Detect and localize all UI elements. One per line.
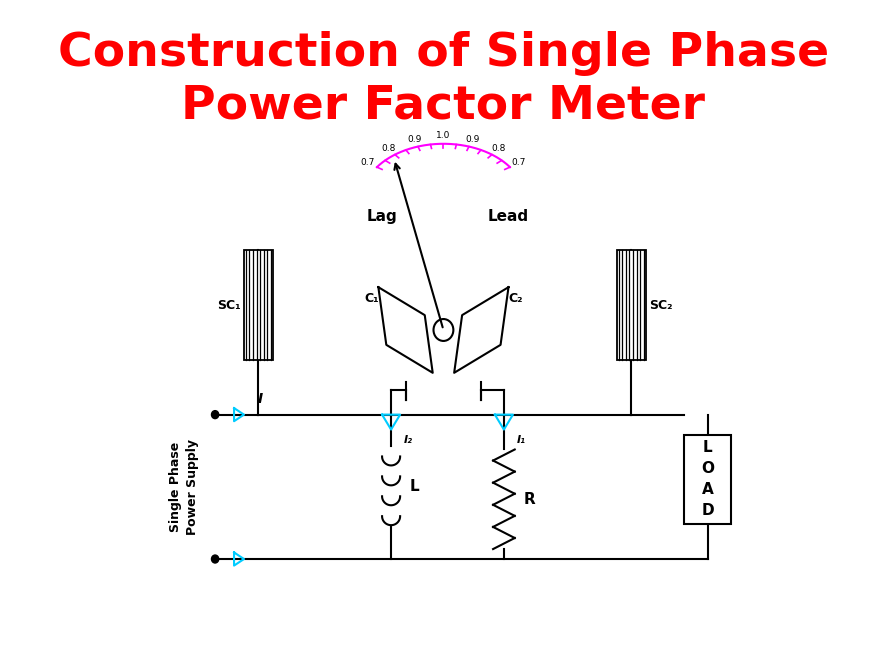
Text: L: L [408,479,418,494]
Circle shape [211,411,219,419]
Bar [616,250,645,360]
Text: Single Phase
Power Supply: Single Phase Power Supply [168,439,198,535]
Text: 1.0: 1.0 [436,131,450,141]
Text: I₁: I₁ [516,434,525,445]
Text: Lead: Lead [487,209,528,224]
Text: I: I [257,392,262,405]
Circle shape [433,319,453,341]
Text: SC₁: SC₁ [216,298,240,311]
Circle shape [211,555,219,563]
Text: 0.9: 0.9 [407,135,421,143]
Text: 0.8: 0.8 [381,144,395,152]
Text: SC₂: SC₂ [649,298,672,311]
Text: Construction of Single Phase: Construction of Single Phase [58,31,828,76]
Bar [244,250,273,360]
Text: 0.8: 0.8 [491,144,505,152]
Text: C₂: C₂ [508,292,523,305]
Text: C₁: C₁ [363,292,378,305]
Bar [684,434,731,524]
Text: I₂: I₂ [403,434,412,445]
Text: Lag: Lag [366,209,397,224]
Text: R: R [523,492,535,507]
Text: 0.7: 0.7 [511,158,525,167]
Text: 0.7: 0.7 [361,158,375,167]
Text: Power Factor Meter: Power Factor Meter [182,83,704,129]
Text: 0.9: 0.9 [464,135,479,143]
Text: L
O
A
D: L O A D [701,440,713,518]
